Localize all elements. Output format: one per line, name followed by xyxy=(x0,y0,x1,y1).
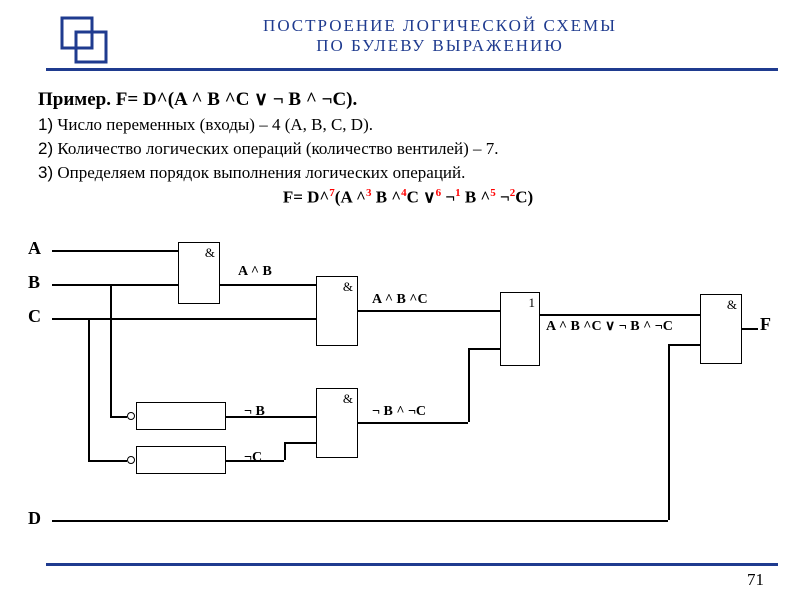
content-block: Пример. F= D^(A ^ B ^C ∨ ¬ B ^ ¬C). 1) Ч… xyxy=(38,88,778,208)
logo-icon xyxy=(56,12,112,68)
wire xyxy=(88,460,127,462)
output-f-label: F xyxy=(760,314,771,335)
wire xyxy=(52,250,178,252)
title-line-2: ПО БУЛЕВУ ВЫРАЖЕНИЮ xyxy=(230,36,650,56)
wire xyxy=(52,284,178,286)
step-1: 1) Число переменных (входы) – 4 (A, B, C… xyxy=(38,115,778,135)
wire xyxy=(468,348,470,422)
input-d-label: D xyxy=(28,508,41,529)
wire xyxy=(284,442,286,460)
ordered-formula: F= D^7(A ^3 B ^4C ∨6 ¬1 B ^5 ¬2C) xyxy=(38,187,778,208)
wire xyxy=(52,318,316,320)
logic-diagram: ABCDF&A ^ B&A ^ B ^C¬ B¬С&¬ B ^ ¬C1A ^ B… xyxy=(28,232,772,552)
header-rule xyxy=(46,68,778,71)
gate-not-c xyxy=(136,446,226,474)
step-2: 2) Количество логических операций (колич… xyxy=(38,139,778,159)
wire-label-nc: ¬С xyxy=(244,450,262,466)
wire-label-abc: A ^ B ^C xyxy=(372,292,428,308)
wire xyxy=(226,416,316,418)
wire xyxy=(284,442,316,444)
wire xyxy=(88,318,90,460)
wire-label-nbnc: ¬ B ^ ¬C xyxy=(372,404,426,420)
not-b-bubble xyxy=(127,412,135,420)
wire-label-nb: ¬ B xyxy=(244,404,265,420)
wire-label-ab: A ^ B xyxy=(238,264,272,280)
not-c-bubble xyxy=(127,456,135,464)
wire-label-or: A ^ B ^C ∨ ¬ B ^ ¬С xyxy=(546,320,686,334)
gate-or: 1 xyxy=(500,292,540,366)
example-line: Пример. F= D^(A ^ B ^C ∨ ¬ B ^ ¬C). xyxy=(38,88,778,111)
gate-and-2: & xyxy=(316,276,358,346)
example-expr: F= D^(A ^ B ^C ∨ ¬ B ^ ¬C). xyxy=(111,89,357,110)
wire xyxy=(468,348,500,350)
wire xyxy=(742,328,758,330)
gate-and-3: & xyxy=(316,388,358,458)
wire xyxy=(110,416,127,418)
example-label: Пример. xyxy=(38,89,111,110)
wire xyxy=(220,284,316,286)
page-number: 71 xyxy=(747,570,764,590)
step-3: 3) Определяем порядок выполнения логичес… xyxy=(38,163,778,183)
wire xyxy=(358,422,468,424)
wire xyxy=(668,344,670,520)
wire xyxy=(358,310,500,312)
input-c-label: C xyxy=(28,306,41,327)
input-b-label: B xyxy=(28,272,40,293)
wire xyxy=(52,520,668,522)
gate-and-1: & xyxy=(178,242,220,304)
wire xyxy=(668,344,700,346)
wire xyxy=(110,284,112,416)
gate-and-final: & xyxy=(700,294,742,364)
wire xyxy=(540,314,700,316)
input-a-label: A xyxy=(28,238,41,259)
footer-rule xyxy=(46,563,778,566)
gate-not-b xyxy=(136,402,226,430)
page-title: ПОСТРОЕНИЕ ЛОГИЧЕСКОЙ СХЕМЫ ПО БУЛЕВУ ВЫ… xyxy=(230,16,650,56)
title-line-1: ПОСТРОЕНИЕ ЛОГИЧЕСКОЙ СХЕМЫ xyxy=(230,16,650,36)
